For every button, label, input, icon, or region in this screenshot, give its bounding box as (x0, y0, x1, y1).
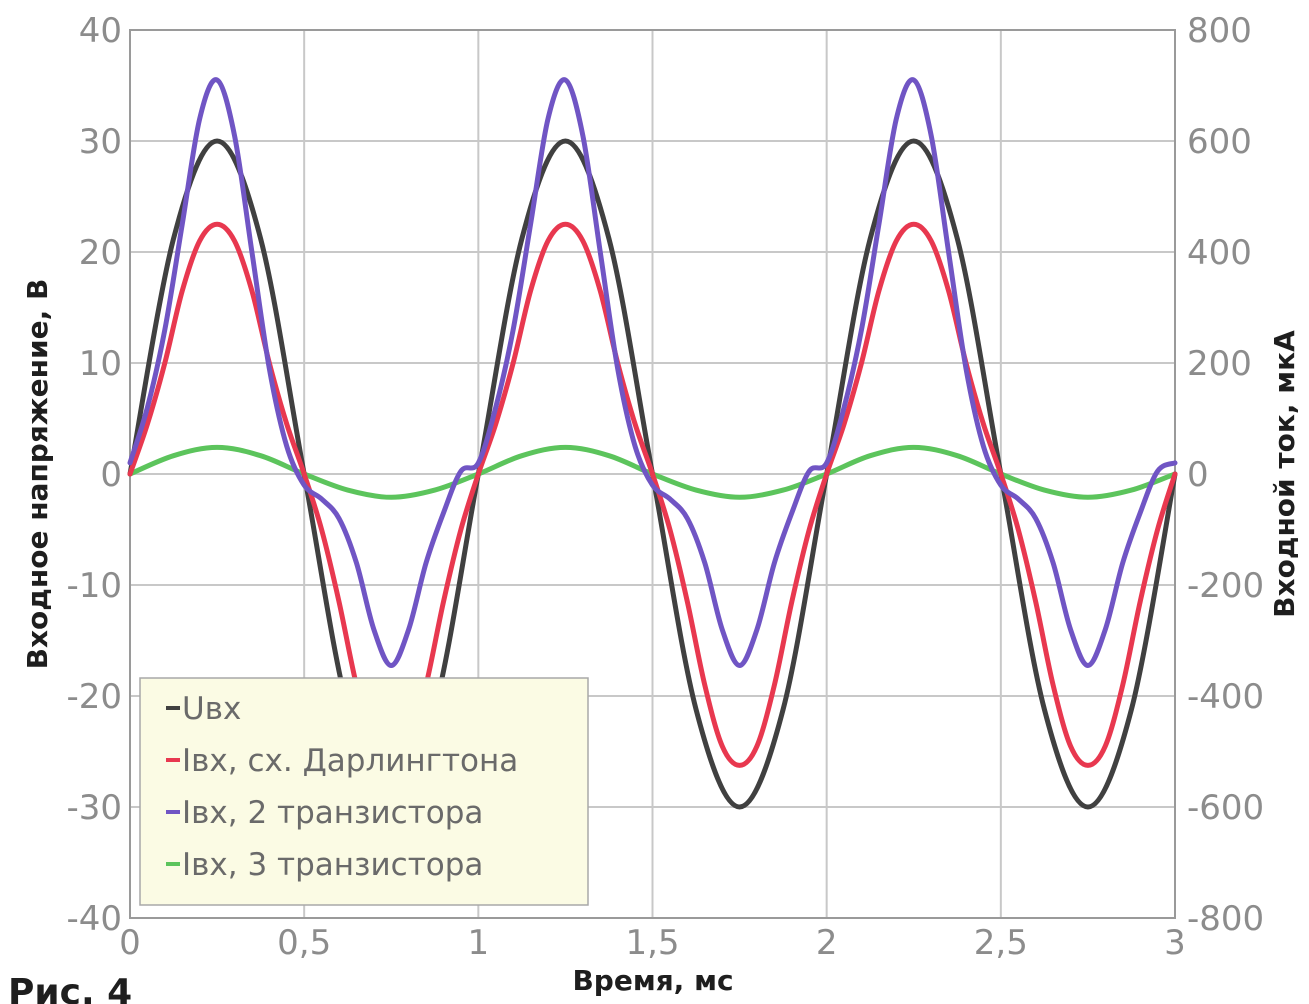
legend-box (139, 677, 589, 906)
y-tick-label: 0 (100, 455, 122, 495)
tick-labels: 0 0,5 1 1,5 2 2,5 3 -40 -30 -20 -10 0 10 20 30 40 -800 -6… (66, 11, 1264, 963)
y2-tick-label: -600 (1187, 788, 1264, 828)
x-tick-label: 1 (468, 923, 490, 963)
y-tick-label: 30 (79, 122, 122, 162)
y2-tick-label: -200 (1187, 566, 1264, 606)
y-tick-label: -20 (66, 677, 122, 717)
y-tick-label: -30 (66, 788, 122, 828)
y2-axis-title: Входной ток, мкА (1268, 330, 1301, 618)
x-tick-label: 0,5 (277, 923, 331, 963)
y-tick-label: -40 (66, 899, 122, 939)
legend-label-3: Iвх, 3 транзистора (182, 847, 483, 883)
y2-tick-label: 400 (1187, 233, 1252, 273)
y-axis-title: Входное напряжение, В (21, 279, 54, 670)
y-tick-label: 20 (79, 233, 122, 273)
legend-label-0: Uвх (182, 691, 241, 727)
y2-tick-label: -800 (1187, 899, 1264, 939)
y2-tick-label: 600 (1187, 122, 1252, 162)
legend-items: Uвх Iвх, сх. Дарлингтона Iвх, 2 транзистор… (166, 691, 518, 883)
legend-label-1: Iвх, сх. Дарлингтона (182, 743, 518, 779)
y2-tick-label: 800 (1187, 11, 1252, 51)
y-tick-label: 10 (79, 344, 122, 384)
y2-tick-label: -400 (1187, 677, 1264, 717)
legend-label-2: Iвх, 2 транзистора (182, 795, 483, 831)
series-line-2 (127, 77, 1178, 668)
x-tick-label: 2 (816, 923, 838, 963)
series-lines (127, 77, 1178, 810)
legend: Uвх Iвх, сх. Дарлингтона Iвх, 2 транзистор… (139, 677, 589, 906)
y2-tick-label: 200 (1187, 344, 1252, 384)
series-line-1 (127, 221, 1178, 768)
x-tick-label: 1,5 (625, 923, 679, 963)
x-tick-label: 2,5 (974, 923, 1028, 963)
x-axis-title: Время, мс (572, 964, 733, 997)
y-tick-label: 40 (79, 11, 122, 51)
y-tick-label: -10 (66, 566, 122, 606)
x-tick-label: 3 (1164, 923, 1186, 963)
x-tick-label: 0 (119, 923, 141, 963)
y2-tick-label: 0 (1187, 455, 1209, 495)
figure-caption: Рис. 4 (8, 972, 132, 1004)
